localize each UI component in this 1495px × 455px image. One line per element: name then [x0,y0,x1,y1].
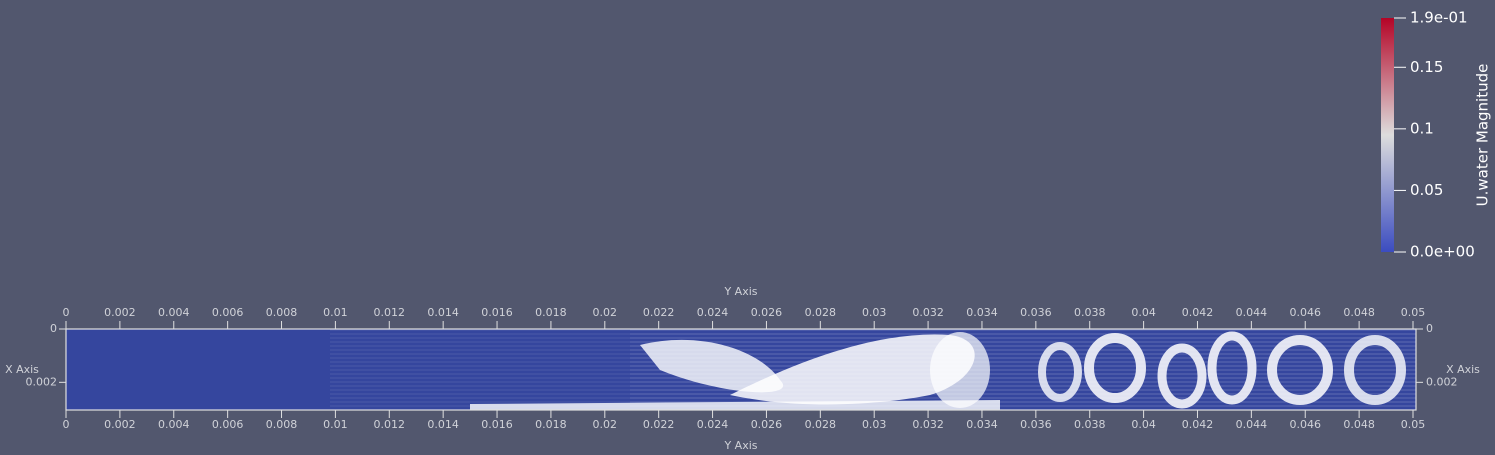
y-axis-title: X Axis [5,363,39,376]
x-tick-label: 0.012 [374,306,406,319]
flow-features [330,329,1416,410]
x-tick-label: 0 [63,306,70,319]
y-tick-label: 0 [1426,322,1433,335]
flow-feature [1344,335,1406,405]
x-tick-label: 0.008 [266,418,298,431]
x-tick-label: 0.036 [1020,306,1052,319]
x-tick-label: 0.016 [481,306,513,319]
flow-feature [1157,343,1207,409]
y-tick-label: 0.002 [26,375,58,388]
colorbar-title: U.water Magnitude [1474,64,1492,207]
x-tick-label: 0.04 [1131,306,1156,319]
colorbar-tick-label: 0.05 [1410,181,1443,199]
x-tick-label: 0.044 [1236,418,1268,431]
colorbar-tick-label: 0.1 [1410,119,1434,137]
flow-feature [470,400,1000,410]
x-tick-label: 0.022 [643,306,675,319]
x-tick-label: 0.044 [1236,306,1268,319]
x-tick-label: 0.048 [1343,306,1375,319]
x-tick-label: 0.032 [912,306,944,319]
x-tick-label: 0.026 [751,306,783,319]
x-tick-label: 0.032 [912,418,944,431]
x-tick-label: 0.042 [1182,306,1214,319]
y-tick-label: 0.002 [1426,375,1458,388]
x-tick-label: 0.048 [1343,418,1375,431]
colorbar-ramp [1381,18,1394,252]
x-tick-label: 0.034 [966,306,998,319]
x-tick-label: 0.008 [266,306,298,319]
x-tick-label: 0 [63,418,70,431]
x-tick-label: 0.006 [212,306,244,319]
colorbar-tick-label: 1.9e-01 [1410,9,1468,27]
x-tick-label: 0.03 [862,306,887,319]
x-tick-label: 0.018 [535,418,567,431]
x-tick-label: 0.002 [104,418,136,431]
colorbar-tick-label: 0.0e+00 [1410,243,1475,261]
x-tick-label: 0.016 [481,418,513,431]
x-tick-label: 0.04 [1131,418,1156,431]
y-axis-title: X Axis [1446,363,1480,376]
x-tick-label: 0.022 [643,418,675,431]
x-tick-label: 0.038 [1074,306,1106,319]
colorbar: U.water Magnitude 1.9e-01 0.15 0.1 0.05 0.0e… [1381,9,1492,261]
flow-feature [640,339,784,393]
x-tick-label: 0.024 [697,306,729,319]
x-tick-label: 0.038 [1074,418,1106,431]
x-tick-label: 0.02 [593,306,618,319]
flow-feature [1207,331,1257,405]
x-tick-label: 0.014 [427,418,459,431]
flow-feature [1267,335,1333,405]
flow-texture [330,329,630,410]
x-tick-label: 0.014 [427,306,459,319]
x-tick-label: 0.006 [212,418,244,431]
x-tick-label: 0.004 [158,418,190,431]
colorbar-tick-label: 0.15 [1410,58,1443,76]
x-tick-label: 0.012 [374,418,406,431]
x-tick-label: 0.05 [1401,306,1426,319]
x-tick-label: 0.01 [323,418,348,431]
x-tick-label: 0.004 [158,306,190,319]
x-tick-label: 0.036 [1020,418,1052,431]
axes-box [65,328,1417,411]
x-tick-label: 0.046 [1289,418,1321,431]
x-tick-label: 0.028 [805,418,837,431]
x-tick-label: 0.024 [697,418,729,431]
x-tick-label: 0.01 [323,306,348,319]
flow-feature [1084,333,1146,403]
x-tick-label: 0.03 [862,418,887,431]
x-tick-label: 0.026 [751,418,783,431]
x-tick-label: 0.002 [104,306,136,319]
x-tick-label: 0.05 [1401,418,1426,431]
x-tick-label: 0.046 [1289,306,1321,319]
flow-feature [930,332,990,408]
flow-feature [1038,342,1082,402]
x-axis-title: Y Axis [723,439,757,452]
x-tick-label: 0.028 [805,306,837,319]
x-tick-label: 0.034 [966,418,998,431]
x-axis-title: Y Axis [723,285,757,298]
x-tick-label: 0.02 [593,418,618,431]
y-tick-label: 0 [50,322,57,335]
x-tick-label: 0.042 [1182,418,1214,431]
flow-feature [730,334,975,405]
x-tick-label: 0.018 [535,306,567,319]
